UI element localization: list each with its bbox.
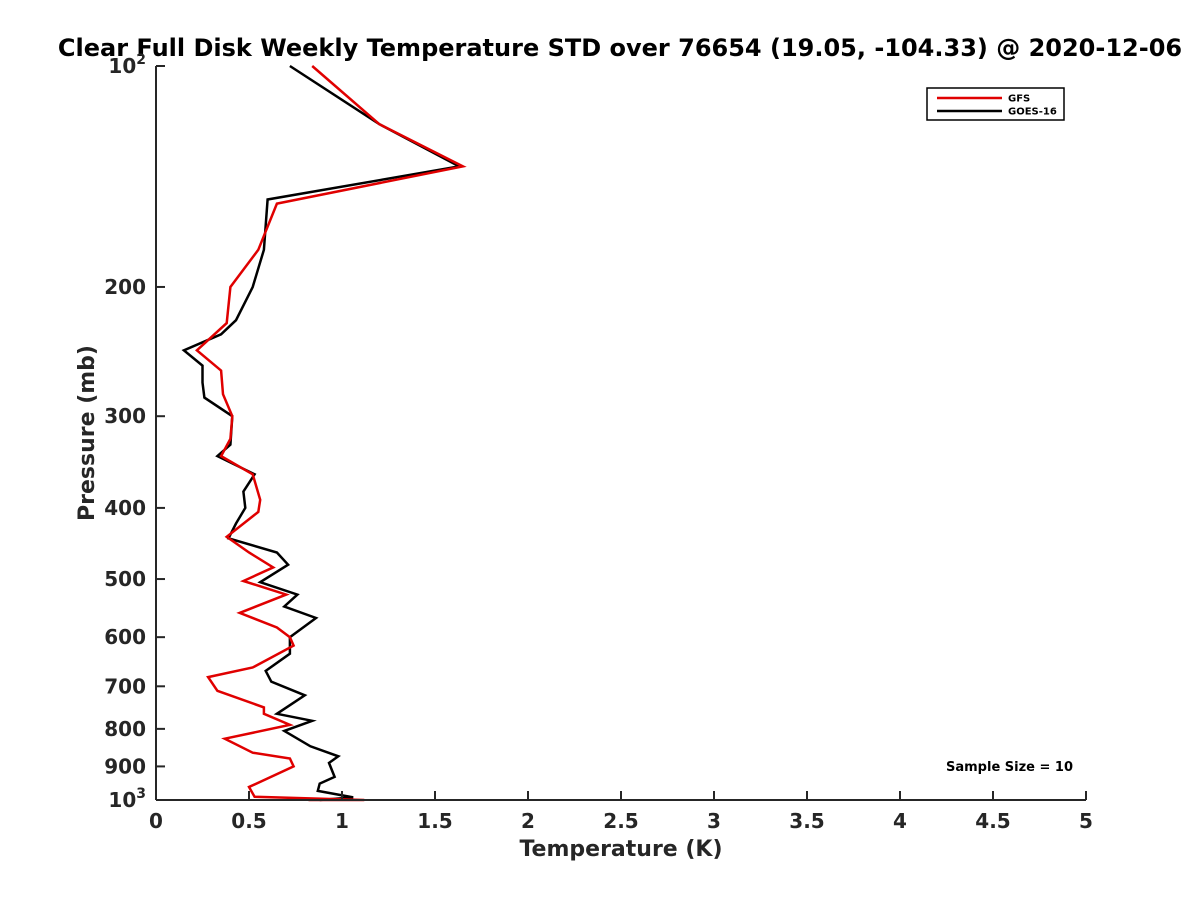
legend-label-gfs: GFS	[1008, 94, 1030, 105]
chart-title: Clear Full Disk Weekly Temperature STD o…	[58, 34, 1182, 62]
x-tick-label: 2	[521, 809, 535, 833]
sample-size-annotation: Sample Size = 10	[946, 760, 1073, 775]
x-tick-label: 4.5	[975, 809, 1010, 833]
x-tick-label: 2.5	[603, 809, 638, 833]
y-tick-label: 900	[104, 754, 146, 778]
series-line-gfs	[195, 65, 467, 802]
x-tick-label: 1.5	[417, 809, 452, 833]
legend-box	[926, 87, 1065, 121]
y-tick-label: 600	[104, 625, 146, 649]
series-layer	[181, 64, 467, 802]
y-tick-label: 800	[104, 717, 146, 741]
y-tick-label: 500	[104, 567, 146, 591]
y-tick-label: 700	[104, 674, 146, 698]
y-tick-label: 300	[104, 404, 146, 428]
x-tick-label: 0	[149, 809, 163, 833]
series-line-goes-16	[181, 64, 464, 802]
x-axis-label: Temperature (K)	[519, 837, 722, 862]
x-tick-label: 1	[335, 809, 349, 833]
y-tick-label: 200	[104, 275, 146, 299]
y-axis-label: Pressure (mb)	[75, 345, 100, 521]
x-ticks: 0 0.5 1 1.5 2 2.5 3 3.5 4 4.5 5	[149, 791, 1093, 833]
x-tick-label: 0.5	[231, 809, 266, 833]
x-tick-label: 5	[1079, 809, 1093, 833]
y-tick-label: 400	[104, 496, 146, 520]
legend-label-goes-16: GOES-16	[1008, 107, 1057, 118]
x-tick-label: 4	[893, 809, 907, 833]
legend: GFS GOES-16	[926, 87, 1065, 121]
x-tick-label: 3.5	[789, 809, 824, 833]
x-tick-label: 3	[707, 809, 721, 833]
